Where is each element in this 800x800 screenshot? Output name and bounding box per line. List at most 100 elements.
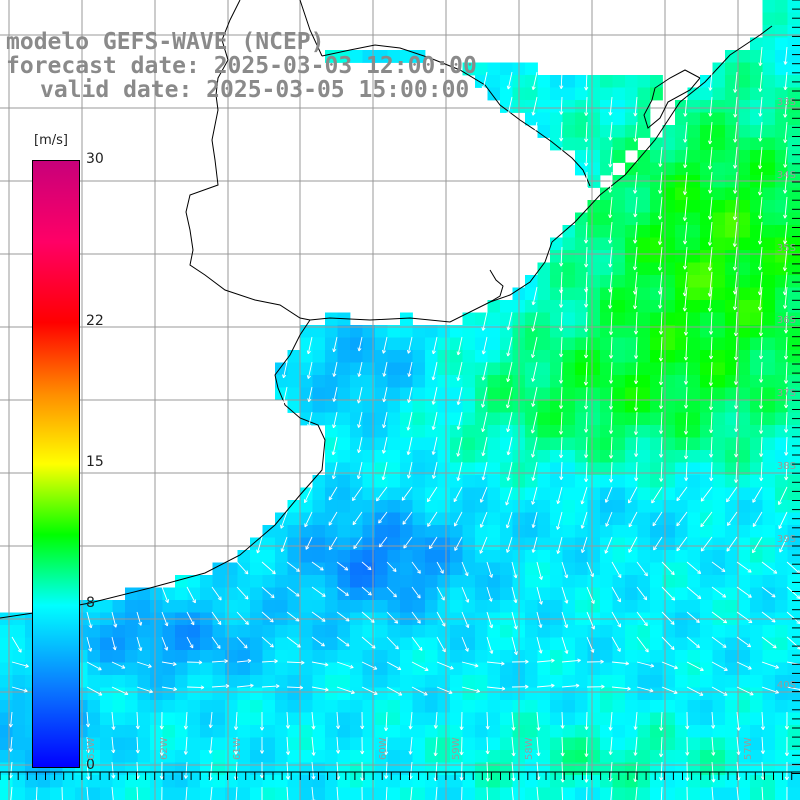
wind-speed-cell (87, 700, 101, 713)
wind-speed-cell (787, 787, 800, 800)
wind-speed-cell (587, 737, 601, 751)
wind-arrow (186, 660, 203, 665)
wind-arrow (686, 661, 704, 672)
wind-speed-cell (725, 325, 738, 338)
wind-speed-cell (412, 737, 426, 751)
wind-speed-cell (525, 600, 538, 613)
wind-speed-cell (712, 187, 726, 201)
wind-speed-cell (625, 437, 638, 451)
wind-speed-cell (762, 400, 776, 413)
wind-speed-cell (425, 425, 438, 438)
forecast-date: forecast date: 2025-03-03 12:00:00 (6, 53, 477, 79)
wind-speed-cell (637, 300, 651, 313)
wind-speed-cell (462, 500, 476, 513)
wind-speed-cell (600, 712, 613, 726)
wind-speed-cell (712, 262, 726, 276)
wind-arrow (331, 436, 338, 456)
latitude-label: 33S (776, 97, 796, 108)
wind-arrow (459, 761, 464, 781)
wind-speed-cell (575, 212, 588, 226)
wind-speed-cell (587, 750, 601, 763)
wind-speed-cell (475, 687, 488, 701)
wind-arrow (736, 636, 752, 648)
wind-speed-cell (612, 262, 626, 276)
wind-arrow (211, 586, 222, 601)
wind-speed-cell (375, 712, 388, 726)
wind-speed-cell (425, 725, 438, 738)
wind-arrow (659, 736, 664, 758)
wind-arrow (708, 361, 714, 386)
wind-arrow (530, 336, 538, 358)
wind-speed-cell (337, 450, 351, 463)
wind-speed-cell (212, 712, 226, 726)
wind-speed-cell (750, 725, 763, 738)
wind-speed-cell (500, 625, 513, 638)
wind-speed-cell (425, 375, 438, 388)
wind-speed-cell (425, 500, 438, 513)
wind-speed-cell (262, 712, 276, 726)
wind-arrow (558, 411, 564, 435)
wind-speed-cell (475, 362, 488, 376)
wind-speed-cell (700, 250, 713, 263)
wind-speed-cell (287, 650, 301, 663)
wind-speed-cell (687, 350, 701, 363)
wind-speed-cell (387, 525, 401, 538)
wind-speed-cell (450, 550, 463, 563)
wind-speed-cell (250, 562, 263, 576)
wind-speed-cell (762, 475, 776, 488)
wind-speed-cell (337, 375, 351, 388)
wind-arrow (783, 336, 789, 360)
wind-speed-cell (750, 775, 763, 788)
wind-speed-cell (337, 50, 351, 63)
wind-arrow (356, 386, 363, 404)
wind-speed-cell (787, 475, 800, 488)
wind-speed-cell (337, 750, 351, 763)
wind-speed-cell (687, 425, 701, 438)
wind-speed-cell (337, 512, 351, 526)
wind-arrow (707, 271, 713, 297)
wind-speed-cell (462, 400, 476, 413)
wind-arrow (136, 661, 152, 668)
wind-speed-cell (350, 775, 363, 788)
wind-speed-cell (612, 512, 626, 526)
wind-speed-cell (675, 400, 688, 413)
wind-speed-cell (162, 700, 176, 713)
wind-speed-cell (500, 762, 513, 776)
wind-speed-cell (350, 537, 363, 551)
wind-arrow (8, 711, 13, 728)
wind-arrow (382, 361, 388, 377)
wind-speed-cell (562, 750, 576, 763)
wind-speed-cell (400, 475, 413, 488)
wind-speed-cell (675, 550, 688, 563)
wind-speed-cell (750, 787, 763, 800)
wind-speed-cell (237, 700, 251, 713)
wind-arrow (682, 271, 688, 297)
wind-arrow (306, 336, 313, 355)
wind-arrow (734, 411, 739, 433)
wind-speed-cell (475, 787, 488, 800)
wind-speed-cell (125, 637, 138, 651)
wind-arrow (761, 661, 779, 669)
wind-speed-cell (412, 487, 426, 501)
wind-arrow (286, 636, 301, 648)
wind-speed-cell (375, 600, 388, 613)
wind-speed-cell (662, 500, 676, 513)
wind-speed-cell (450, 762, 463, 776)
wind-speed-cell (575, 450, 588, 463)
wind-arrow (784, 386, 789, 409)
wind-arrow (732, 196, 738, 221)
wind-arrow (161, 661, 177, 667)
wind-arrow (580, 486, 588, 505)
wind-speed-cell (662, 775, 676, 788)
wind-speed-cell (725, 450, 738, 463)
wind-speed-cell (687, 187, 701, 201)
wind-arrow (403, 536, 413, 549)
latitude-label: 38S (776, 461, 796, 472)
wind-arrow (236, 611, 249, 625)
wind-arrow (686, 686, 704, 696)
wind-speed-cell (275, 675, 288, 688)
wind-speed-cell (475, 725, 488, 738)
wind-arrow (459, 711, 464, 731)
wind-speed-cell (787, 337, 800, 351)
wind-speed-cell (587, 125, 601, 138)
